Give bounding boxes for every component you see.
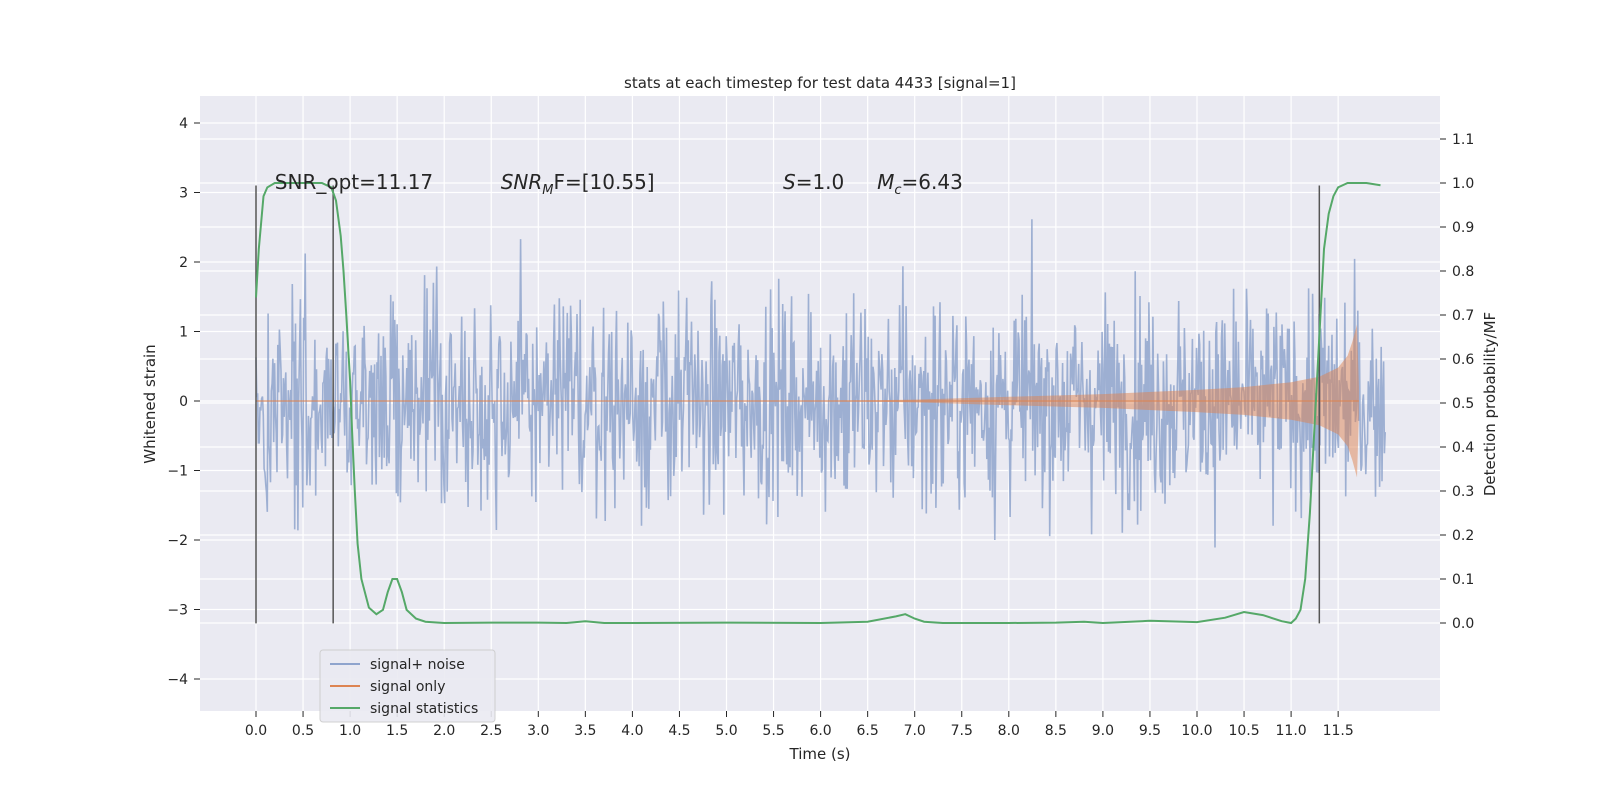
x-tick-label: 5.5: [762, 723, 784, 739]
x-tick-label: 3.5: [574, 723, 596, 739]
y-right-tick-label: 0.0: [1452, 616, 1474, 632]
vertical-markers: [255, 185, 1321, 624]
chart-title: stats at each timestep for test data 443…: [624, 74, 1016, 92]
x-tick-label: 11.0: [1276, 723, 1307, 739]
y-left-axis-label: Whitened strain: [141, 344, 159, 463]
x-tick-label: 7.0: [904, 723, 926, 739]
y-right-tick-label: 1.1: [1452, 132, 1474, 148]
x-tick-label: 4.5: [668, 723, 690, 739]
x-tick-label: 0.0: [245, 723, 267, 739]
signal-only-series: [256, 324, 1359, 478]
x-tick-label: 6.0: [809, 723, 831, 739]
annotation-snr-mf: SNRMF=[10.55]: [501, 170, 655, 198]
legend-box: [319, 649, 496, 723]
y-left-tick-label: −3: [167, 603, 188, 619]
signal-plus-noise-line: [255, 219, 1386, 548]
x-tick-label: 0.5: [292, 723, 314, 739]
signal-plus-noise-series: [255, 219, 1386, 548]
y-right-axis-ticks: 1.1 1.0 0.9 0.8 0.7 0.6 0.5 0.4 0.3 0.2 0.1 0.0: [1440, 132, 1474, 632]
legend-label-signal-only: signal only: [370, 679, 445, 695]
x-tick-label: 7.5: [951, 723, 973, 739]
y-right-tick-label: 0.8: [1452, 264, 1474, 280]
x-tick-label: 9.5: [1139, 723, 1161, 739]
x-axis-label: Time (s): [789, 745, 851, 763]
y-right-tick-label: 0.3: [1452, 484, 1474, 500]
x-tick-label: 6.5: [857, 723, 879, 739]
x-axis-ticks: 0.0 0.5 1.0 1.5 2.0 2.5 3.0 3.5 4.0 4.5 5.0 5.5 6.0 6…: [245, 711, 1354, 739]
annotation-s: S=1.0: [783, 170, 844, 194]
signal-statistics-series: [255, 182, 1381, 625]
x-tick-label: 2.0: [433, 723, 455, 739]
x-tick-label: 9.0: [1092, 723, 1114, 739]
y-right-tick-label: 0.4: [1452, 440, 1474, 456]
y-left-tick-label: −4: [167, 672, 188, 688]
y-left-tick-label: 0: [179, 394, 188, 410]
y-left-tick-label: −1: [167, 464, 188, 480]
x-tick-label: 8.5: [1045, 723, 1067, 739]
y-left-tick-label: 2: [179, 255, 188, 271]
annotations: SNR_opt=11.17 SNRMF=[10.55] S=1.0 Mc=6.4…: [275, 170, 963, 198]
x-tick-label: 5.0: [715, 723, 737, 739]
y-right-tick-label: 0.9: [1452, 220, 1474, 236]
x-tick-label: 10.5: [1228, 723, 1259, 739]
annotation-chirp-mass: Mc=6.43: [877, 170, 963, 198]
y-left-axis-ticks: 4 3 2 1 0 −1 −2 −3 −4: [167, 116, 200, 688]
y-left-tick-label: −2: [167, 533, 188, 549]
legend-label-signal-plus-noise: signal+ noise: [370, 657, 465, 673]
x-tick-label: 1.5: [386, 723, 408, 739]
y-left-tick-label: 4: [179, 116, 188, 132]
legend-label-signal-statistics: signal statistics: [370, 701, 478, 717]
y-right-tick-label: 0.2: [1452, 528, 1474, 544]
y-left-tick-label: 3: [179, 186, 188, 202]
y-right-tick-label: 0.6: [1452, 352, 1474, 368]
y-right-tick-label: 1.0: [1452, 176, 1474, 192]
signal-statistics-line: [255, 182, 1381, 625]
annotation-snr-opt: SNR_opt=11.17: [275, 170, 433, 194]
y-left-tick-label: 1: [179, 325, 188, 341]
x-tick-label: 11.5: [1323, 723, 1354, 739]
x-tick-label: 8.0: [998, 723, 1020, 739]
legend: signal+ noise signal only signal statist…: [319, 649, 496, 723]
y-right-tick-label: 0.5: [1452, 396, 1474, 412]
x-tick-label: 4.0: [621, 723, 643, 739]
y-right-tick-label: 0.7: [1452, 308, 1474, 324]
x-tick-label: 1.0: [339, 723, 361, 739]
x-tick-label: 3.0: [527, 723, 549, 739]
x-tick-label: 10.0: [1181, 723, 1212, 739]
x-tick-label: 2.5: [480, 723, 502, 739]
y-right-tick-label: 0.1: [1452, 572, 1474, 588]
y-right-axis-label: Detection probability/MF: [1481, 312, 1499, 496]
